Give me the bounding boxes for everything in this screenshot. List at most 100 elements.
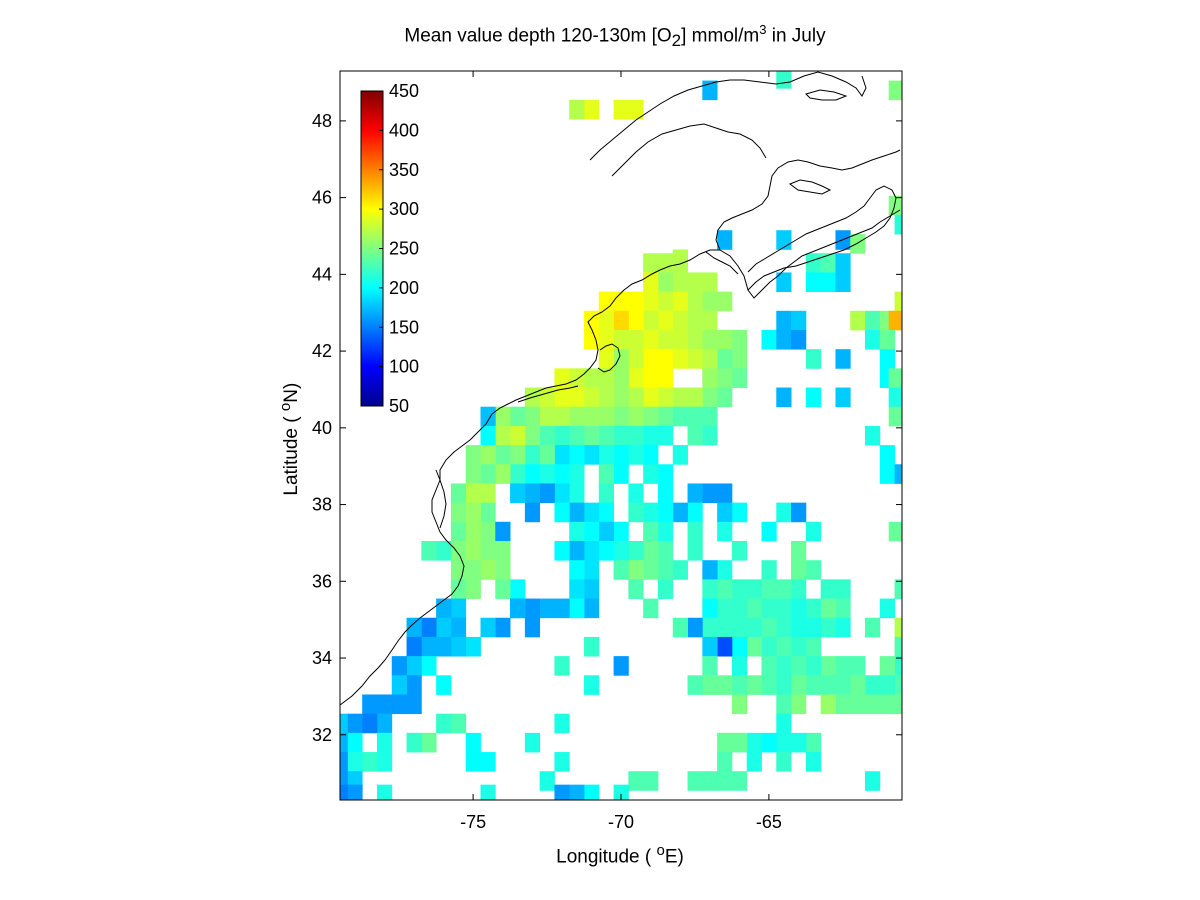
heatmap-cell xyxy=(450,502,467,523)
heatmap-cell xyxy=(791,502,807,523)
heatmap-cell xyxy=(731,771,748,791)
heatmap-cell xyxy=(865,617,881,638)
heatmap-cell xyxy=(805,617,822,638)
coastline-pei xyxy=(788,179,832,195)
heatmap-cell xyxy=(702,310,718,331)
heatmap-cell xyxy=(450,541,467,561)
heatmap-cell xyxy=(613,387,629,408)
coastline-long-island xyxy=(517,385,579,403)
heatmap-cell xyxy=(888,80,903,101)
heatmap-cell xyxy=(672,272,688,293)
heatmap-cell xyxy=(805,636,822,657)
heatmap-cell xyxy=(495,425,511,446)
heatmap-cell xyxy=(761,560,777,580)
heatmap-cell xyxy=(539,464,555,484)
heatmap-cell xyxy=(362,713,378,734)
heatmap-cell xyxy=(613,291,629,312)
heatmap-cell xyxy=(613,560,629,580)
heatmap-cell xyxy=(613,541,629,561)
heatmap-cell xyxy=(776,694,792,715)
heatmap-cell xyxy=(569,598,585,619)
heatmap-cell xyxy=(613,656,629,676)
heatmap-cell xyxy=(628,310,644,331)
y-tick-label: 44 xyxy=(312,264,332,284)
heatmap-cell xyxy=(702,291,718,312)
chart-title: Mean value depth 120-130m [O2] mmol/m3 i… xyxy=(300,22,930,51)
heatmap-cell xyxy=(480,483,496,504)
heatmap-cell xyxy=(613,445,629,465)
heatmap-cell xyxy=(731,675,748,695)
heatmap-cell xyxy=(524,598,541,619)
heatmap-cell xyxy=(717,675,733,695)
heatmap-cell xyxy=(598,349,615,369)
colorbar-tick-label: 350 xyxy=(389,160,419,180)
heatmap-cell xyxy=(391,675,407,695)
heatmap-cell xyxy=(569,502,585,523)
heatmap-cell xyxy=(554,598,570,619)
heatmap-cell xyxy=(584,387,600,408)
heatmap-cell xyxy=(835,349,851,369)
heatmap-cell xyxy=(436,636,452,657)
heatmap-cell xyxy=(598,329,615,350)
heatmap-cell xyxy=(702,387,718,408)
heatmap-cell xyxy=(465,521,481,542)
heatmap-cell xyxy=(687,541,703,561)
heatmap-cell xyxy=(687,483,703,504)
x-tick-label: -75 xyxy=(460,812,486,832)
heatmap-cell xyxy=(340,752,348,772)
heatmap-cell xyxy=(628,560,644,580)
heatmap-cell xyxy=(340,732,348,753)
x-axis-label: Longitude ( oE) xyxy=(460,842,780,868)
heatmap-cell xyxy=(879,329,896,350)
y-axis: 32 34 36 38 40 42 44 46 48 xyxy=(312,111,902,745)
heatmap-cell xyxy=(495,521,511,542)
heatmap-cell xyxy=(746,579,762,599)
heatmap-cell xyxy=(672,387,688,408)
heatmap-cell xyxy=(888,368,903,388)
heatmap-cell xyxy=(584,425,600,446)
xlabel-suffix: E) xyxy=(664,846,684,868)
heatmap-cell xyxy=(879,349,896,369)
title-subscript: 2 xyxy=(671,31,682,51)
heatmap-cell xyxy=(776,732,792,753)
heatmap-cell xyxy=(888,387,903,408)
heatmap-cell xyxy=(510,579,526,599)
heatmap-cell xyxy=(510,598,526,619)
heatmap-cell xyxy=(376,694,393,715)
heatmap-cell xyxy=(805,752,822,772)
heatmap-cell xyxy=(628,445,644,465)
colorbar-tick-label: 200 xyxy=(389,278,419,298)
heatmap-cell xyxy=(598,310,615,331)
heatmap-cell xyxy=(465,464,481,484)
heatmap-cell xyxy=(628,368,644,388)
heatmap-cell xyxy=(879,675,896,695)
heatmap-cell xyxy=(569,541,585,561)
heatmap-cell xyxy=(820,656,836,676)
heatmap-cell xyxy=(480,541,496,561)
heatmap-cell xyxy=(613,99,629,120)
heatmap-cell xyxy=(894,675,903,695)
colorbar-tick-label: 250 xyxy=(389,239,419,259)
heatmap-cell xyxy=(776,598,792,619)
heatmap-cell xyxy=(657,272,674,293)
heatmap-cell xyxy=(835,272,851,293)
heatmap-cell xyxy=(465,752,481,772)
heatmap-cell xyxy=(362,752,378,772)
heatmap-cell xyxy=(643,560,659,580)
heatmap-cell xyxy=(643,598,659,619)
heatmap-cell xyxy=(539,598,555,619)
heatmap-cell xyxy=(894,656,903,676)
heatmap-cell xyxy=(657,291,674,312)
heatmap-cell xyxy=(791,617,807,638)
heatmap-cell xyxy=(805,349,822,369)
heatmap-cell xyxy=(879,694,896,715)
heatmap-cell xyxy=(865,425,881,446)
coastline-cape-cod xyxy=(597,343,621,373)
heatmap-cell xyxy=(850,656,866,676)
heatmap-cell xyxy=(776,502,792,523)
heatmap-cell xyxy=(613,368,629,388)
heatmap-cell xyxy=(613,406,629,427)
heatmap-cell xyxy=(761,636,777,657)
heatmap-cell xyxy=(672,502,688,523)
heatmap-cell xyxy=(731,732,748,753)
